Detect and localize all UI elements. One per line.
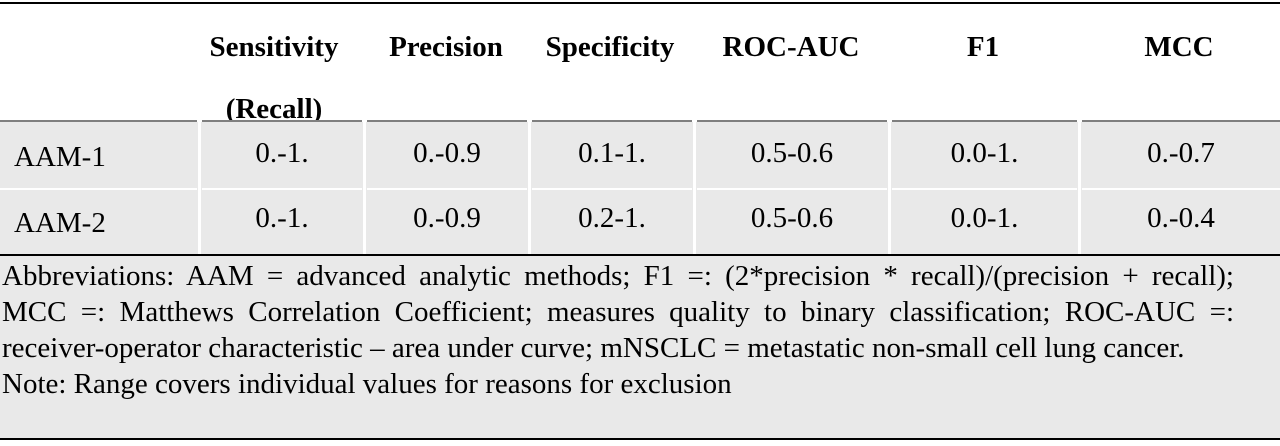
row-separator [367, 188, 527, 190]
row-separator [202, 188, 362, 190]
body-bottom-rule [0, 254, 1280, 256]
table-cell: 0.-1. [255, 202, 309, 234]
abbreviations-note: Abbreviations: AAM = advanced analytic m… [2, 260, 1234, 364]
column-separator [198, 122, 201, 254]
header-row: Sensitivity (Recall) Precision Specifici… [0, 4, 1280, 125]
table-cell: 0.-1. [255, 137, 309, 169]
footnote-panel [0, 256, 1280, 438]
table-cell: 0.5-0.6 [750, 137, 834, 169]
column-separator [888, 122, 891, 254]
column-separator [528, 122, 531, 254]
range-note: Note: Range covers individual values for… [2, 368, 732, 400]
column-header-sensitivity: Sensitivity (Recall) [199, 16, 349, 140]
row-separator [1082, 188, 1280, 190]
column-header-sensitivity-line2: (Recall) [225, 93, 323, 125]
column-separator [1078, 122, 1081, 254]
top-rule [0, 2, 1280, 4]
table-cell: 0.5-0.6 [750, 202, 834, 234]
column-separator [363, 122, 366, 254]
header-rule-segment [0, 120, 197, 122]
header-rule-segment [532, 120, 692, 122]
table-cell: 0.-0.4 [1147, 202, 1215, 234]
table-cell: 0.2-1. [578, 202, 646, 234]
table-cell: 0.-0.9 [413, 202, 481, 234]
bottom-rule [0, 438, 1280, 440]
header-rule-segment [202, 120, 362, 122]
footnotes: Abbreviations: AAM = advanced analytic m… [2, 258, 1234, 402]
row-separator [532, 188, 692, 190]
column-header-specificity: Specificity [545, 31, 675, 63]
header-rule-segment [367, 120, 527, 122]
column-header-mcc: MCC [1144, 31, 1214, 63]
header-rule-segment [892, 120, 1077, 122]
column-header-sensitivity-line1: Sensitivity [209, 31, 339, 63]
header-rule-segment [697, 120, 887, 122]
row-separator [0, 188, 197, 190]
column-separator [693, 122, 696, 254]
column-header-roc-auc: ROC-AUC [722, 31, 860, 63]
column-header-f1: F1 [966, 31, 1000, 63]
header-rule-segment [1082, 120, 1280, 122]
table-cell: 0.1-1. [578, 137, 646, 169]
row-label-aam-2: AAM-2 [14, 207, 106, 239]
table-cell: 0.0-1. [950, 137, 1019, 169]
row-label-aam-1: AAM-1 [14, 141, 106, 173]
table-cell: 0.-0.7 [1147, 137, 1215, 169]
row-separator [892, 188, 1077, 190]
row-separator [697, 188, 887, 190]
table-cell: 0.0-1. [950, 202, 1019, 234]
column-header-precision: Precision [389, 31, 503, 63]
table-cell: 0.-0.9 [413, 137, 481, 169]
